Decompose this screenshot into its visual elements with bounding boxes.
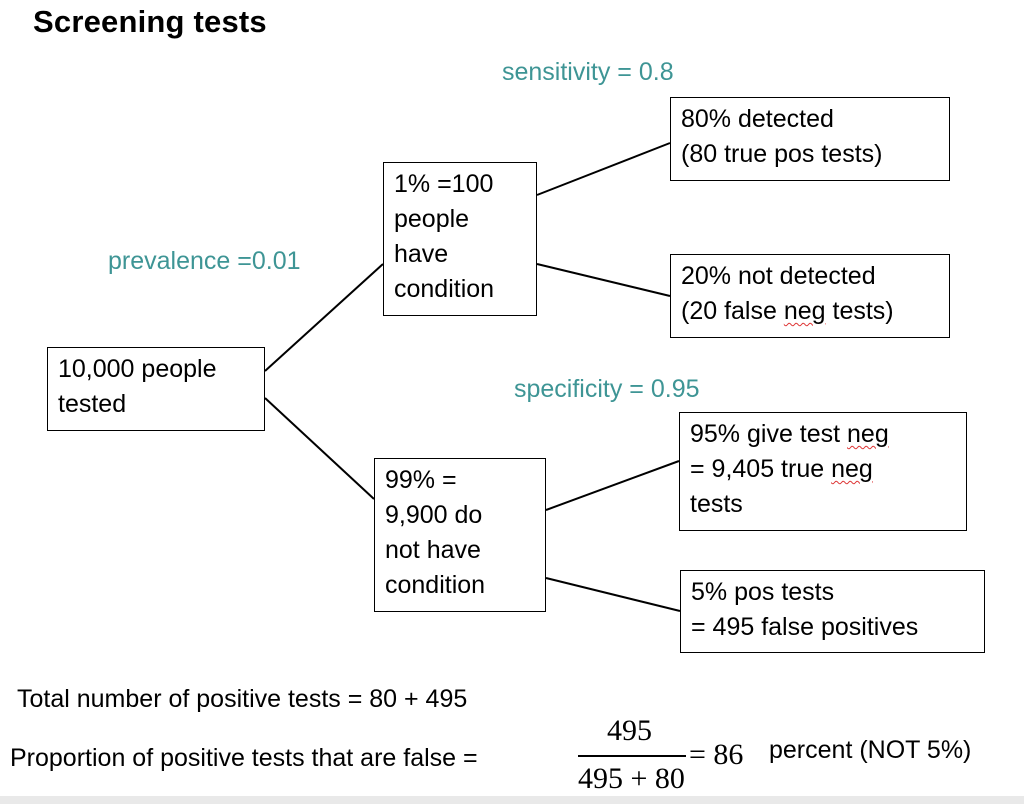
prevalence-label: prevalence =0.01 xyxy=(108,247,301,275)
node-true-neg-line-2-pre: = 9,405 true xyxy=(690,455,832,483)
node-true-neg-line-1: 95% give test neg xyxy=(690,417,956,452)
node-detected-line-1: 80% detected xyxy=(681,105,834,133)
node-false-pos: 5% pos tests = 495 false positives xyxy=(680,570,985,653)
node-root: 10,000 people tested xyxy=(47,347,265,431)
node-no-condition-line-2: 9,900 do xyxy=(385,501,483,529)
spellcheck-word-neg: neg xyxy=(847,420,889,448)
node-has-condition-line-2: people xyxy=(394,205,470,233)
node-not-detected-line-1: 20% not detected xyxy=(681,262,876,290)
connector-root-to-no-condition xyxy=(264,397,375,500)
node-not-detected-line-2: (20 false neg tests) xyxy=(681,294,939,329)
node-false-pos-line-2: = 495 false positives xyxy=(691,613,919,641)
percent-note: percent (NOT 5%) xyxy=(769,736,972,764)
connector-has-condition-to-not-detected xyxy=(536,263,671,297)
spellcheck-word-neg: neg xyxy=(783,297,826,325)
node-not-detected-line-2-post: tests) xyxy=(825,297,894,325)
node-detected-line-2: (80 true pos tests) xyxy=(681,140,883,168)
node-no-condition-line-1: 99% = xyxy=(385,466,457,494)
node-no-condition-line-4: condition xyxy=(385,571,486,599)
node-not-detected: 20% not detected (20 false neg tests) xyxy=(670,254,950,338)
node-false-pos-line-1: 5% pos tests xyxy=(691,578,835,606)
node-has-condition-line-1: 1% =100 xyxy=(394,170,494,198)
specificity-label: specificity = 0.95 xyxy=(514,375,700,403)
node-true-neg-line-1-pre: 95% give test xyxy=(690,420,848,448)
connector-no-condition-to-false-pos xyxy=(545,577,681,612)
node-not-detected-line-2-pre: (20 false xyxy=(681,297,784,325)
node-true-neg-line-3: tests xyxy=(690,490,743,518)
fraction-denominator: 495 + 80 xyxy=(578,762,685,795)
slide-title: Screening tests xyxy=(33,4,267,39)
node-has-condition-line-4: condition xyxy=(394,275,495,303)
proportion-label: Proportion of positive tests that are fa… xyxy=(10,744,478,772)
node-has-condition: 1% =100 people have condition xyxy=(383,162,537,316)
node-root-line-1: 10,000 people xyxy=(58,355,217,383)
node-detected: 80% detected (80 true pos tests) xyxy=(670,97,950,181)
slide-bottom-edge xyxy=(0,796,1024,804)
connector-no-condition-to-true-neg xyxy=(545,460,680,511)
node-true-neg-line-2: = 9,405 true neg xyxy=(690,452,956,487)
total-positive-text: Total number of positive tests = 80 + 49… xyxy=(17,685,468,713)
spellcheck-word-neg: neg xyxy=(831,455,873,483)
sensitivity-label: sensitivity = 0.8 xyxy=(502,58,674,86)
connector-has-condition-to-detected xyxy=(536,142,671,196)
fraction-bar xyxy=(578,755,686,757)
node-root-line-2: tested xyxy=(58,390,127,418)
fraction-result: = 86 xyxy=(689,738,744,771)
node-has-condition-line-3: have xyxy=(394,240,449,268)
node-no-condition-line-3: not have xyxy=(385,536,481,564)
node-no-condition: 99% = 9,900 do not have condition xyxy=(374,458,546,612)
fraction-numerator: 495 xyxy=(607,714,652,747)
node-true-neg: 95% give test neg = 9,405 true neg tests xyxy=(679,412,967,531)
connector-root-to-has-condition xyxy=(264,263,384,372)
